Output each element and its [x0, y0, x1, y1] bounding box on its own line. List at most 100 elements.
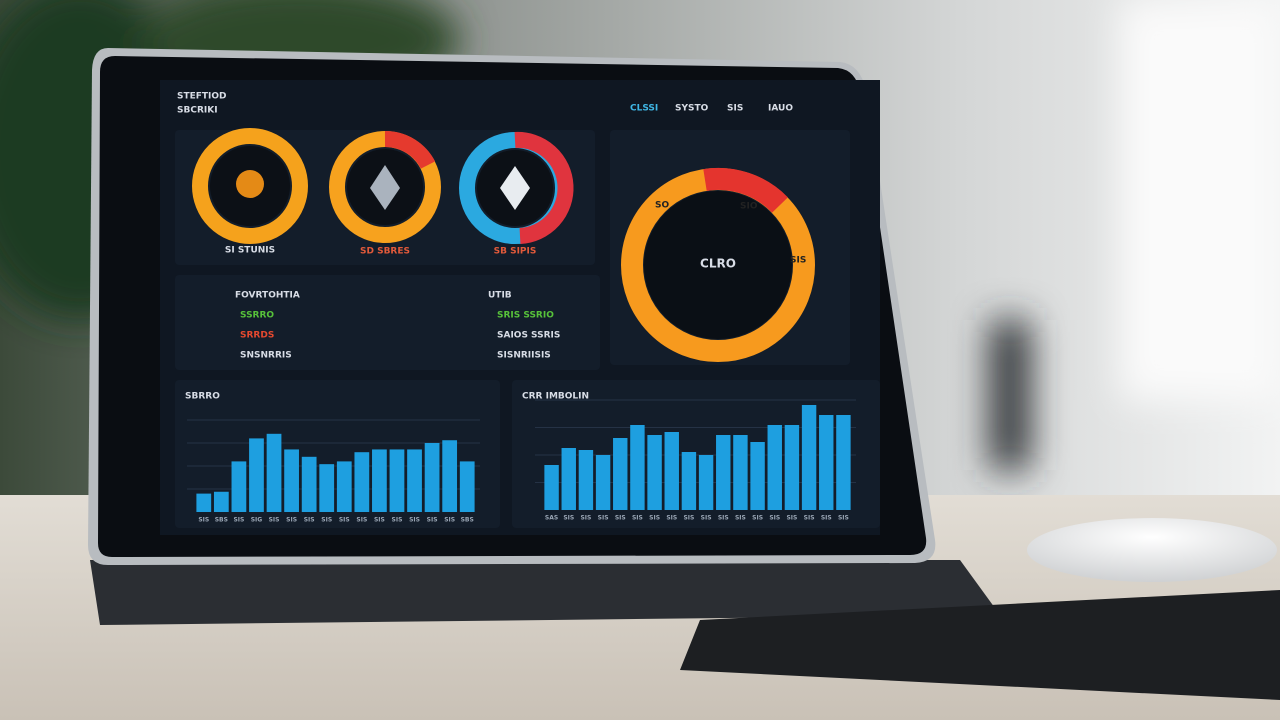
coin-label: SD SBRES	[360, 247, 410, 257]
chart-title: SBRRO	[185, 392, 220, 402]
x-tick-label: SIS	[233, 517, 244, 524]
x-tick-label: SIS	[786, 515, 797, 522]
x-tick-label: SIS	[356, 517, 367, 524]
x-tick-label: SBS	[461, 517, 474, 524]
x-tick-label: SIS	[598, 515, 609, 522]
x-tick-label: SIS	[198, 517, 209, 524]
bar	[213, 491, 229, 512]
bar	[767, 425, 782, 510]
info-title: UTIB	[488, 291, 512, 301]
x-tick-label: SAS	[545, 515, 558, 522]
nav-item[interactable]: CLSSI	[630, 104, 658, 114]
bar	[578, 450, 594, 510]
info-row: SRIS SSRIO	[497, 311, 554, 321]
desk-pad	[680, 590, 1280, 700]
x-tick-label: SIS	[321, 517, 332, 524]
nav-item[interactable]: IAUO	[768, 104, 793, 114]
coin-label: SB SIPIS	[494, 247, 537, 257]
x-tick-label: SIS	[735, 515, 746, 522]
bar	[613, 438, 628, 510]
big-donut	[621, 167, 815, 362]
x-tick-label: SIS	[718, 515, 729, 522]
keyboard	[90, 560, 1000, 625]
x-tick-label: SIS	[752, 515, 763, 522]
x-tick-label: SIS	[804, 515, 815, 522]
bar	[561, 448, 576, 510]
x-tick-label: SIS	[304, 517, 315, 524]
coin-label: SI STUNIS	[225, 246, 275, 256]
bar	[196, 493, 212, 512]
mouse[interactable]	[1027, 518, 1277, 582]
x-tick-label: SIS	[683, 515, 694, 522]
x-tick-label: SIS	[563, 515, 574, 522]
donut-center-label: CLRO	[700, 257, 736, 271]
info-row: SAIOS SSRIS	[497, 331, 560, 341]
x-tick-label: SIS	[821, 515, 832, 522]
x-tick-label: SIS	[580, 515, 591, 522]
bar	[784, 425, 800, 510]
header-subtitle: SBCRIKI	[177, 106, 218, 116]
bar	[750, 442, 765, 510]
info-title: FOVRTOHTIA	[235, 291, 300, 301]
x-tick-label: SIS	[649, 515, 660, 522]
bar	[407, 449, 422, 512]
x-tick-label: SIS	[632, 515, 643, 522]
info-row: SRRDS	[240, 331, 274, 341]
bar	[819, 415, 834, 510]
x-tick-label: SIS	[769, 515, 780, 522]
bar	[389, 449, 405, 512]
bar	[664, 432, 679, 510]
x-tick-label: SIS	[339, 517, 350, 524]
bar	[801, 405, 817, 510]
coin-icon	[459, 131, 574, 244]
bar	[424, 443, 440, 512]
bar	[354, 452, 370, 512]
x-tick-label: SBS	[215, 517, 228, 524]
x-tick-label: SIG	[251, 517, 263, 524]
bar	[336, 461, 352, 512]
x-tick-label: SIS	[444, 517, 455, 524]
bar	[595, 455, 611, 510]
bar	[681, 452, 697, 510]
x-tick-label: SIS	[838, 515, 849, 522]
donut-label: SO	[655, 201, 669, 211]
x-tick-label: SIS	[615, 515, 626, 522]
donut-label: SIS	[790, 256, 806, 266]
x-tick-label: SIS	[374, 517, 385, 524]
bar	[372, 449, 387, 512]
x-tick-label: SIS	[392, 517, 403, 524]
bar	[266, 433, 282, 512]
bar	[698, 455, 714, 510]
header-title: STEFTIOD	[177, 92, 227, 102]
bar	[249, 438, 264, 512]
info-panel	[175, 275, 600, 370]
bar	[301, 456, 317, 512]
bar	[284, 449, 299, 512]
coin-icon	[329, 130, 441, 243]
x-tick-label: SIS	[666, 515, 677, 522]
nav-item[interactable]: SYSTO	[675, 104, 709, 114]
coin-icon	[192, 128, 308, 244]
bar	[442, 440, 458, 512]
donut-label: SIO	[740, 202, 758, 212]
x-tick-label: SIS	[269, 517, 280, 524]
info-row: SNSNRRIS	[240, 351, 292, 361]
bar	[716, 435, 731, 510]
nav-item[interactable]: SIS	[727, 104, 743, 114]
bar	[459, 461, 475, 512]
bar	[319, 464, 335, 512]
x-tick-label: SIS	[427, 517, 438, 524]
chart-title: CRR IMBOLIN	[522, 392, 589, 402]
bar	[647, 435, 662, 510]
bar	[630, 425, 645, 510]
bar	[836, 415, 851, 510]
bar	[231, 461, 247, 512]
info-row: SISNRIISIS	[497, 351, 551, 361]
x-tick-label: SIS	[286, 517, 297, 524]
info-row: SSRRO	[240, 311, 274, 321]
x-tick-label: SIS	[409, 517, 420, 524]
bar	[544, 465, 559, 510]
bar	[733, 435, 748, 510]
